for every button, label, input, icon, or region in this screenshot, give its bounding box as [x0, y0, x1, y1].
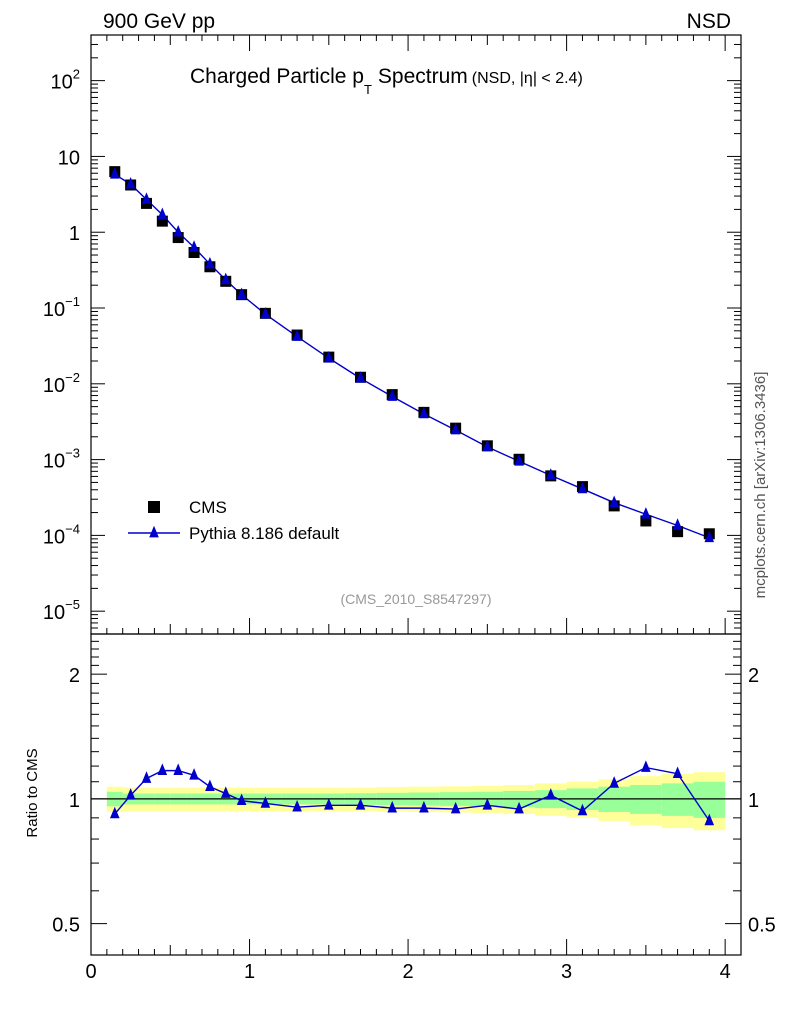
pythia-point	[189, 240, 199, 252]
uncertainty-bands	[106, 772, 726, 831]
chart-title-sub: T	[364, 82, 372, 97]
ratio-point	[260, 796, 271, 808]
pythia-point	[450, 422, 461, 435]
ratio-point	[125, 788, 136, 800]
ratio-point	[189, 768, 199, 780]
chart-title-main: Charged Particle p	[190, 65, 364, 88]
ratio-ytick-label-left: 0.5	[52, 915, 80, 937]
ratio-point	[157, 763, 168, 775]
chart-title: Charged Particle pT Spectrum (NSD, |η| < 2…	[190, 65, 583, 97]
xtick-label: 4	[720, 961, 731, 983]
xtick-label: 2	[403, 961, 414, 983]
xtick-label: 0	[85, 961, 96, 983]
ratio-point	[609, 776, 619, 788]
ratio-point	[387, 800, 398, 813]
pythia-point	[220, 272, 231, 285]
side-label: mcplots.cern.ch [arXiv:1306.3436]	[752, 372, 769, 599]
band-green-bin	[661, 783, 694, 816]
main-ytick-label: 10	[58, 147, 80, 169]
pythia-point	[173, 225, 183, 237]
pythia-point	[109, 167, 120, 179]
ratio-ytick-label-right: 1	[748, 790, 759, 812]
ratio-ytick-label-right: 0.5	[748, 915, 776, 937]
cms-point	[672, 526, 684, 538]
main-panel: 102 10 1 10−1 10−2 10−3 10−4 10−5	[43, 34, 742, 955]
pythia-point	[355, 371, 366, 383]
pythia-point	[482, 439, 493, 452]
ratio-frame	[90, 633, 742, 956]
ratio-point	[450, 801, 461, 814]
pythia-point	[125, 177, 136, 189]
ratio-point	[292, 799, 302, 812]
ratio-ytick-label-left: 1	[69, 790, 80, 812]
ratio-point	[173, 763, 183, 775]
band-green-bin	[693, 781, 726, 818]
legend-pythia-marker	[149, 525, 159, 538]
ratio-ytick-label-left: 2	[69, 665, 80, 687]
cms-point	[640, 515, 652, 527]
pythia-point	[157, 207, 168, 220]
xtick-label: 3	[561, 961, 572, 983]
ratio-point	[514, 801, 524, 814]
pythia-point	[387, 389, 398, 401]
chart-title-note: (NSD, |η| < 2.4)	[472, 70, 583, 87]
pythia-point	[514, 454, 524, 466]
chart-title-word: Spectrum	[378, 65, 468, 88]
ratio-ylabel: Ratio to CMS	[24, 748, 41, 837]
pythia-point	[205, 256, 215, 269]
main-ytick-label: 1	[69, 223, 80, 245]
legend: CMS Pythia 8.186 default	[128, 498, 340, 543]
ratio-point	[672, 766, 683, 779]
pythia-point	[577, 481, 588, 494]
legend-label: Pythia 8.186 default	[189, 524, 340, 543]
ratio-point	[205, 779, 215, 792]
main-ytick-label: 10−3	[43, 446, 80, 473]
ratio-point	[236, 793, 247, 806]
main-ytick-label: 10−5	[43, 597, 80, 624]
pythia-point	[141, 192, 152, 204]
main-ytick-label: 102	[51, 67, 80, 94]
ratio-panel: 0 1 2 3 4 2 2 1 1 0.5 0.5	[52, 633, 776, 983]
legend-label: CMS	[189, 498, 227, 517]
ratio-point	[577, 803, 588, 816]
pythia-point	[236, 287, 247, 299]
pythia-point	[641, 507, 651, 519]
main-frame	[90, 34, 742, 635]
cms-point	[156, 215, 168, 227]
main-ytick-label: 10−2	[43, 370, 80, 397]
legend-cms-marker	[148, 501, 160, 513]
ratio-point	[355, 798, 366, 810]
ratio-point	[141, 771, 152, 783]
ratio-point	[109, 806, 120, 819]
ratio-point	[220, 786, 231, 798]
header-left: 900 GeV pp	[103, 10, 215, 33]
header-right: NSD	[687, 10, 731, 33]
xtick-label: 1	[244, 961, 255, 983]
ratio-point	[641, 760, 651, 772]
pythia-point	[324, 350, 334, 363]
ratio-point	[419, 800, 429, 813]
ratio-point	[482, 798, 493, 810]
pythia-point	[419, 406, 429, 419]
cms-point	[172, 232, 184, 244]
pythia-point	[609, 495, 619, 508]
ratio-point	[704, 813, 715, 826]
main-ytick-label: 10−4	[43, 521, 80, 548]
pythia-point	[672, 518, 683, 530]
ratio-point	[324, 798, 334, 810]
cms-point	[188, 247, 200, 259]
ratio-ytick-label-right: 2	[748, 665, 759, 687]
pythia-point	[704, 530, 715, 543]
pythia-point	[292, 329, 302, 341]
main-ytick-label: 10−1	[43, 294, 80, 321]
pythia-line	[114, 173, 710, 539]
analysis-watermark: (CMS_2010_S8547297)	[341, 591, 492, 607]
ratio-point	[545, 788, 556, 800]
pythia-point	[260, 306, 271, 319]
pythia-point	[545, 468, 556, 480]
